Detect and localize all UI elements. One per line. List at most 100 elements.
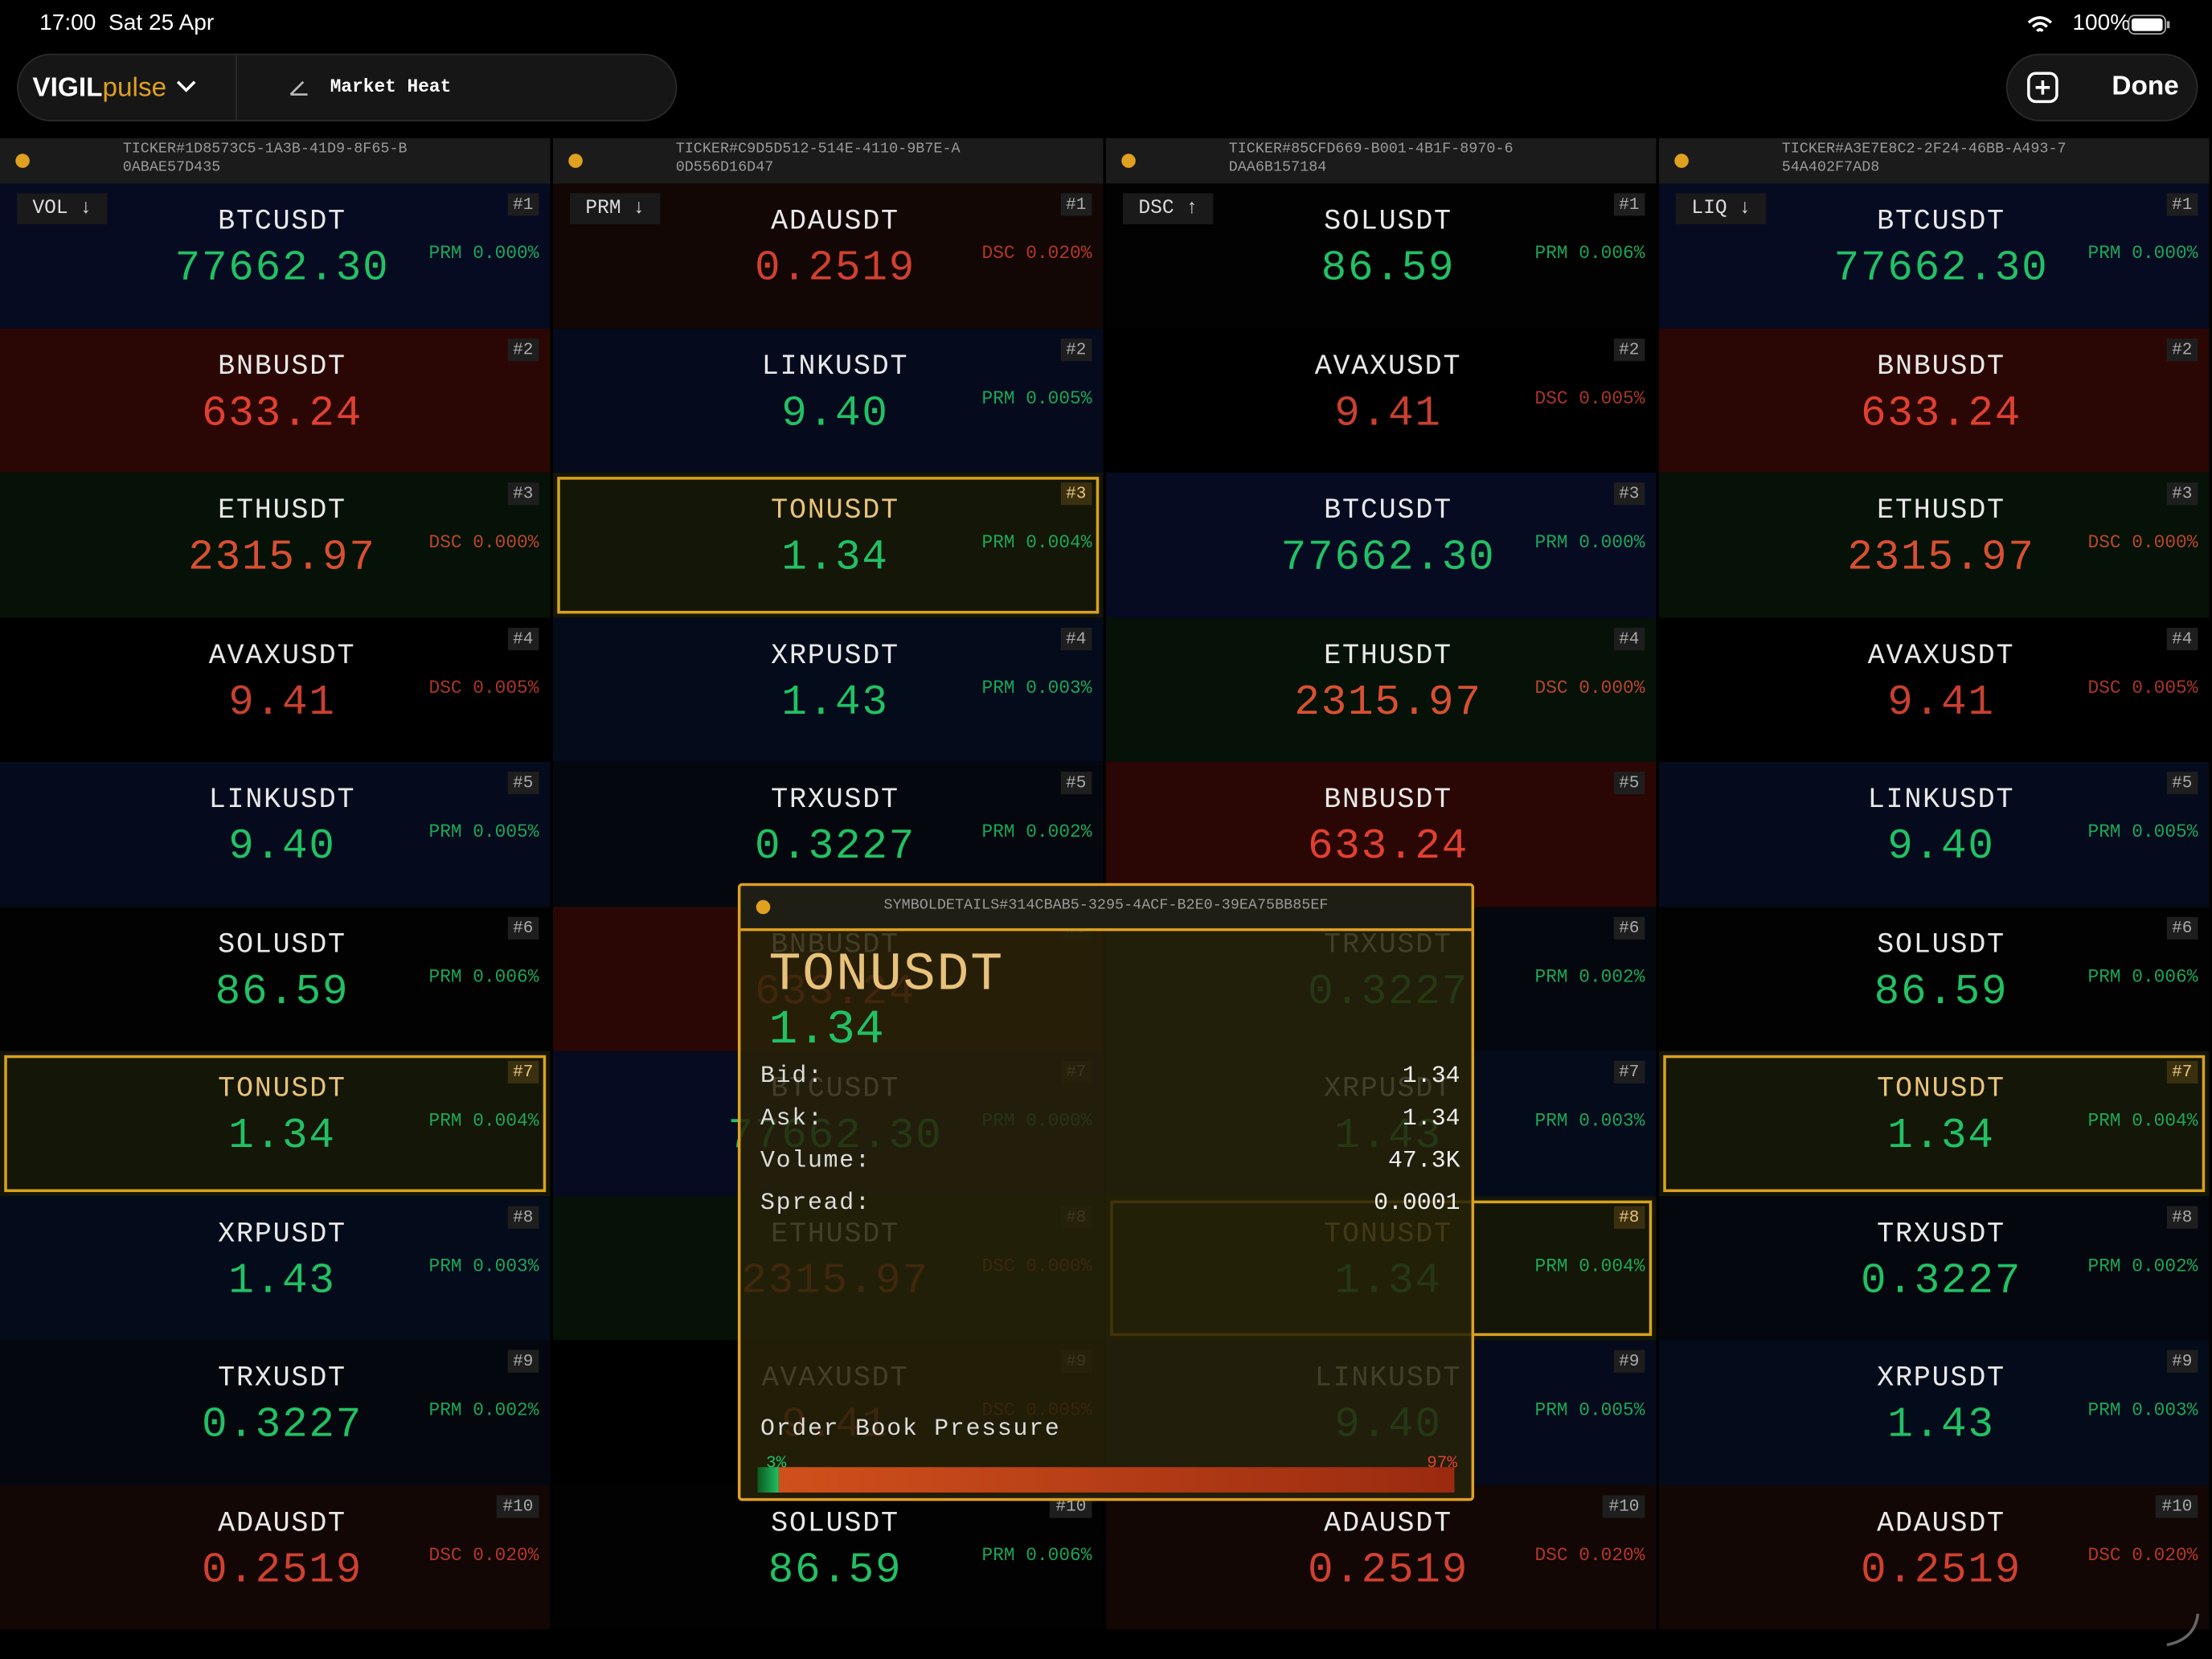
rank-badge: #7 — [2166, 1060, 2198, 1083]
price: 9.41 — [228, 679, 336, 727]
ticker-row[interactable]: ADAUSDT 0.2519 DSC 0.020% #10 — [1658, 1485, 2210, 1630]
symbol: ETHUSDT — [1324, 639, 1452, 673]
rank-badge: #4 — [2166, 627, 2198, 650]
funding-tag: PRM 0.004% — [2087, 1110, 2198, 1132]
ticker-row[interactable]: ETHUSDT 2315.97 DSC 0.000% #4 — [1105, 616, 1657, 762]
funding-tag: PRM 0.003% — [428, 1255, 539, 1276]
ticker-row[interactable]: BNBUSDT 633.24 #5 — [1105, 761, 1657, 907]
ticker-row[interactable]: XRPUSDT 1.43 PRM 0.003% #9 — [1658, 1340, 2210, 1485]
price: 86.59 — [1874, 968, 2009, 1017]
edit-icon[interactable] — [288, 78, 310, 98]
rank-badge: #2 — [1613, 338, 1645, 361]
ticker-row[interactable]: TRXUSDT 0.3227 PRM 0.002% #5 — [552, 761, 1104, 907]
ticker-row[interactable]: ADAUSDT 0.2519 DSC 0.020% #1 PRM ↓ — [552, 183, 1104, 329]
symbol: TRXUSDT — [771, 784, 899, 817]
funding-tag: PRM 0.004% — [428, 1110, 539, 1132]
sort-chip[interactable]: DSC ↑ — [1123, 193, 1214, 225]
symbol: BNBUSDT — [218, 350, 346, 383]
chevron-icon[interactable] — [175, 78, 198, 95]
panel-header: TICKER#1D8573C5-1A3B-41D9-8F65-B0ABAE57D… — [0, 137, 551, 185]
field-value: 47.3K — [1387, 1148, 1460, 1175]
rank-badge: #4 — [507, 627, 539, 650]
symbol: BNBUSDT — [1324, 784, 1452, 817]
add-button[interactable] — [2026, 71, 2059, 104]
symbol: ETHUSDT — [218, 495, 346, 528]
sort-chip[interactable]: VOL ↓ — [17, 193, 108, 225]
status-time: 17:00 Sat 25 Apr — [39, 11, 214, 37]
ticker-row[interactable]: XRPUSDT 1.43 PRM 0.003% #8 — [0, 1195, 551, 1341]
rank-badge: #7 — [1613, 1060, 1645, 1083]
ticker-row[interactable]: BNBUSDT 633.24 #2 — [1658, 328, 2210, 473]
ticker-row[interactable]: SOLUSDT 86.59 PRM 0.006% #10 — [552, 1485, 1104, 1630]
symbol: TRXUSDT — [1877, 1218, 2005, 1251]
sort-chip[interactable]: PRM ↓ — [570, 193, 661, 225]
symbol: TONUSDT — [771, 495, 899, 528]
funding-tag: DSC 0.000% — [428, 531, 539, 553]
panel-header: TICKER#C9D5D512-514E-4110-9B7E-A0D556D16… — [552, 137, 1104, 185]
price: 633.24 — [1307, 823, 1469, 872]
ask-pressure-segment — [778, 1467, 1455, 1493]
ticker-row[interactable]: SOLUSDT 86.59 PRM 0.006% #1 DSC ↑ — [1105, 183, 1657, 329]
ticker-row[interactable]: BTCUSDT 77662.30 PRM 0.000% #1 VOL ↓ — [0, 183, 551, 329]
funding-tag: DSC 0.000% — [2087, 531, 2198, 553]
ticker-row[interactable]: AVAXUSDT 9.41 DSC 0.005% #4 — [0, 616, 551, 762]
symbol: LINKUSDT — [1867, 784, 2015, 817]
ticker-row[interactable]: BTCUSDT 77662.30 PRM 0.000% #1 LIQ ↓ — [1658, 183, 2210, 329]
pressure-bar — [757, 1467, 1455, 1493]
ticker-row[interactable]: LINKUSDT 9.40 PRM 0.005% #5 — [0, 761, 551, 907]
sort-chip[interactable]: LIQ ↓ — [1676, 193, 1767, 225]
ticker-row[interactable]: ETHUSDT 2315.97 DSC 0.000% #3 — [0, 472, 551, 617]
ticker-row[interactable]: LINKUSDT 9.40 PRM 0.005% #2 — [552, 328, 1104, 473]
funding-tag: DSC 0.020% — [981, 242, 1092, 264]
symbol: TONUSDT — [1877, 1073, 2005, 1106]
ticker-row[interactable]: ETHUSDT 2315.97 DSC 0.000% #3 — [1658, 472, 2210, 617]
ticker-row[interactable]: TONUSDT 1.34 PRM 0.004% #3 — [552, 472, 1104, 617]
ticker-row[interactable]: LINKUSDT 9.40 PRM 0.005% #5 — [1658, 761, 2210, 907]
ticker-row[interactable]: AVAXUSDT 9.41 DSC 0.005% #4 — [1658, 616, 2210, 762]
rank-badge: #2 — [1060, 338, 1092, 361]
ticker-row[interactable]: TONUSDT 1.34 PRM 0.004% #7 — [1658, 1051, 2210, 1196]
ticker-row[interactable]: TRXUSDT 0.3227 PRM 0.002% #9 — [0, 1340, 551, 1485]
funding-tag: PRM 0.002% — [2087, 1255, 2198, 1276]
layout-title[interactable]: Market Heat — [330, 76, 452, 98]
rank-badge: #9 — [2166, 1350, 2198, 1373]
rank-badge: #2 — [507, 338, 539, 361]
symbol: ADAUSDT — [218, 1507, 346, 1540]
ticker-row[interactable]: SOLUSDT 86.59 PRM 0.006% #6 — [0, 906, 551, 1051]
battery-icon — [2128, 14, 2170, 35]
price: 2315.97 — [188, 535, 376, 583]
ticker-row[interactable]: AVAXUSDT 9.41 DSC 0.005% #2 — [1105, 328, 1657, 473]
price: 1.34 — [228, 1112, 336, 1161]
funding-tag: PRM 0.002% — [981, 821, 1092, 842]
toolbar-pill: VIGILpulse Market Heat — [17, 53, 678, 121]
ticker-row[interactable]: ADAUSDT 0.2519 DSC 0.020% #10 — [0, 1485, 551, 1630]
time: 17:00 — [39, 11, 96, 35]
rank-badge: #1 — [1060, 193, 1092, 216]
ticker-row[interactable]: SOLUSDT 86.59 PRM 0.006% #6 — [1658, 906, 2210, 1051]
price: 1.43 — [1887, 1402, 1995, 1451]
funding-tag: PRM 0.004% — [1534, 1255, 1645, 1276]
funding-tag: PRM 0.002% — [428, 1399, 539, 1421]
ticker-row[interactable]: TRXUSDT 0.3227 PRM 0.002% #8 — [1658, 1195, 2210, 1341]
ticker-row[interactable]: BNBUSDT 633.24 #2 — [0, 328, 551, 473]
funding-tag: PRM 0.006% — [981, 1543, 1092, 1566]
brand-name: VIGIL — [32, 73, 103, 104]
funding-tag: PRM 0.005% — [1534, 1399, 1645, 1421]
funding-tag: DSC 0.020% — [2087, 1543, 2198, 1566]
ticker-row[interactable]: BTCUSDT 77662.30 PRM 0.000% #3 — [1105, 472, 1657, 617]
funding-tag: PRM 0.005% — [981, 387, 1092, 409]
ticker-row[interactable]: ADAUSDT 0.2519 DSC 0.020% #10 — [1105, 1485, 1657, 1630]
symbol: BTCUSDT — [1324, 495, 1452, 528]
brand[interactable]: VIGILpulse — [32, 73, 166, 104]
status-dot — [756, 899, 771, 915]
field-label: Volume: — [760, 1148, 871, 1175]
symbol: BTCUSDT — [1877, 206, 2005, 239]
ticker-row[interactable]: TONUSDT 1.34 PRM 0.004% #7 — [0, 1051, 551, 1196]
funding-tag: PRM 0.003% — [1534, 1110, 1645, 1132]
done-button[interactable]: Done — [2112, 72, 2179, 102]
ticker-row[interactable]: XRPUSDT 1.43 PRM 0.003% #4 — [552, 616, 1104, 762]
panel-id: TICKER#85CFD669-B001-4B1F-8970-6DAA6B157… — [1228, 141, 1514, 177]
resize-handle[interactable] — [2161, 1608, 2204, 1651]
